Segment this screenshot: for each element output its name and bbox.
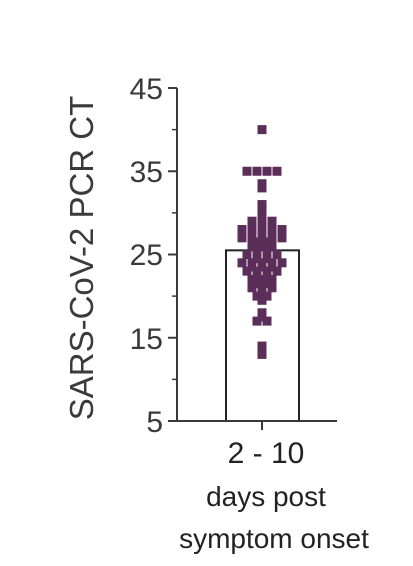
plot-area xyxy=(168,87,337,430)
data-point xyxy=(267,233,277,243)
data-point xyxy=(257,233,267,243)
data-point xyxy=(237,225,247,235)
data-point xyxy=(257,241,267,251)
data-point xyxy=(257,216,267,226)
data-point xyxy=(267,225,277,235)
data-point xyxy=(257,295,267,305)
y-tick-label-5: 5 xyxy=(146,406,163,439)
data-point xyxy=(252,254,262,264)
data-point xyxy=(242,166,252,176)
data-point xyxy=(267,274,277,284)
data-point xyxy=(267,241,277,251)
data-point xyxy=(262,270,272,280)
data-point xyxy=(262,291,272,301)
data-point xyxy=(262,254,272,264)
data-point xyxy=(237,258,247,268)
data-point xyxy=(257,287,267,297)
data-point xyxy=(252,291,262,301)
data-point xyxy=(267,262,277,272)
data-point xyxy=(247,262,257,272)
data-point xyxy=(252,245,262,255)
data-point xyxy=(242,250,252,259)
data-point xyxy=(262,316,272,326)
data-point xyxy=(272,166,282,176)
data-point xyxy=(252,166,262,176)
data-point xyxy=(247,216,257,226)
data-point xyxy=(257,225,267,235)
data-point xyxy=(257,312,267,322)
data-point xyxy=(262,279,272,289)
data-point xyxy=(247,274,257,284)
data-point xyxy=(257,179,267,189)
data-point xyxy=(267,283,277,293)
x-tick-label: 2 - 10 xyxy=(228,437,305,470)
data-point xyxy=(262,237,272,247)
data-point xyxy=(257,274,267,284)
data-point xyxy=(277,225,287,235)
data-point xyxy=(242,266,252,276)
data-point xyxy=(277,258,287,268)
data-point xyxy=(272,250,282,259)
data-point xyxy=(257,204,267,214)
y-tick-label-25: 25 xyxy=(130,239,163,272)
data-point xyxy=(237,233,247,243)
data-point xyxy=(252,270,262,280)
data-point xyxy=(257,345,267,355)
data-point xyxy=(252,237,262,247)
data-point xyxy=(252,316,262,326)
y-axis-title: SARS-CoV-2 PCR CT xyxy=(63,96,100,421)
data-point xyxy=(247,241,257,251)
x-axis-title-line-1: days post xyxy=(206,481,326,512)
y-tick-label-15: 15 xyxy=(130,323,163,356)
data-point xyxy=(277,233,287,243)
data-point xyxy=(272,266,282,276)
data-point xyxy=(247,225,257,235)
data-point xyxy=(257,125,267,135)
y-tick-label-35: 35 xyxy=(130,156,163,189)
data-point xyxy=(247,233,257,243)
data-point xyxy=(262,245,272,255)
x-axis-title-line-2: symptom onset xyxy=(179,523,369,554)
data-point xyxy=(252,279,262,289)
y-tick-label-45: 45 xyxy=(130,73,163,106)
data-point xyxy=(262,166,272,176)
data-point xyxy=(247,283,257,293)
data-point xyxy=(267,216,277,226)
data-point xyxy=(257,262,267,272)
